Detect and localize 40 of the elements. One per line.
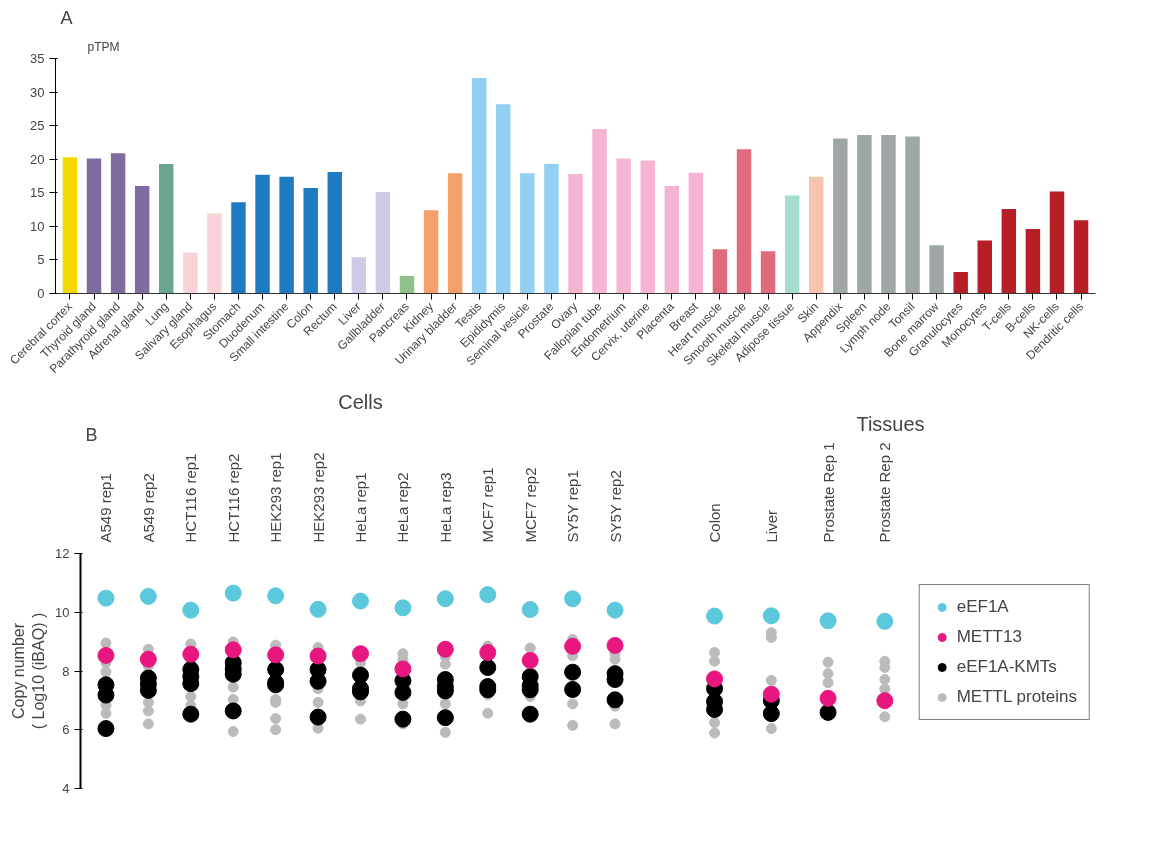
y-tick-label: 25 <box>30 118 45 134</box>
x-tick-label: Prostate Rep 1 <box>819 442 837 543</box>
y-tick-label: 10 <box>30 218 45 234</box>
y-tick-label: 6 <box>62 722 70 738</box>
y-tick-label: 4 <box>62 781 70 796</box>
x-tick-label: SY5Y rep2 <box>606 470 624 543</box>
legend-label: METTL proteins <box>956 687 1077 708</box>
x-tick-label: A549 rep2 <box>139 473 157 543</box>
y-tick-label: 30 <box>30 84 45 100</box>
x-tick-label: Liver <box>762 509 780 543</box>
x-tick-label: HeLa rep1 <box>352 472 369 543</box>
x-tick-label: HeLa rep2 <box>394 472 412 543</box>
text: A <box>60 7 73 28</box>
y-axis-title: pTPM <box>87 39 120 54</box>
y-tick-label: 12 <box>55 546 70 561</box>
y-tick-label: 15 <box>30 185 45 201</box>
y-tick-label: 8 <box>62 663 70 679</box>
chart-title: Cells <box>338 390 383 413</box>
x-tick-label: HeLa rep3 <box>436 472 454 543</box>
x-tick-label: HEK293 rep2 <box>309 452 327 543</box>
x-tick-label: MCF7 rep2 <box>521 467 539 543</box>
legend-label: METT13 <box>956 627 1022 648</box>
y-tick-label: 35 <box>30 51 45 66</box>
x-tick-label: SY5Y rep1 <box>564 470 582 543</box>
x-tick-label: MCF7 rep1 <box>479 467 497 543</box>
legend-label: eEF1A-KMTs <box>956 657 1057 678</box>
x-tick-label: HCT116 rep1 <box>182 453 200 543</box>
x-tick-label: Colon <box>706 503 724 543</box>
y-tick-label: 0 <box>37 286 45 301</box>
chart-title: Tissues <box>856 412 925 435</box>
x-tick-label: A549 rep1 <box>97 473 115 543</box>
y-tick-label: 20 <box>30 151 45 167</box>
x-tick-label: Prostate Rep 2 <box>876 442 894 543</box>
legend-label: eEF1A <box>956 597 1009 618</box>
y-tick-label: 10 <box>55 604 70 620</box>
y-axis-title: Copy number ( Log10 (iBAQ) ) <box>9 612 48 730</box>
y-tick-label: 5 <box>37 252 45 268</box>
x-tick-label: HEK293 rep1 <box>267 452 285 543</box>
x-tick-label: HCT116 rep2 <box>224 453 242 543</box>
text: B <box>85 424 98 445</box>
